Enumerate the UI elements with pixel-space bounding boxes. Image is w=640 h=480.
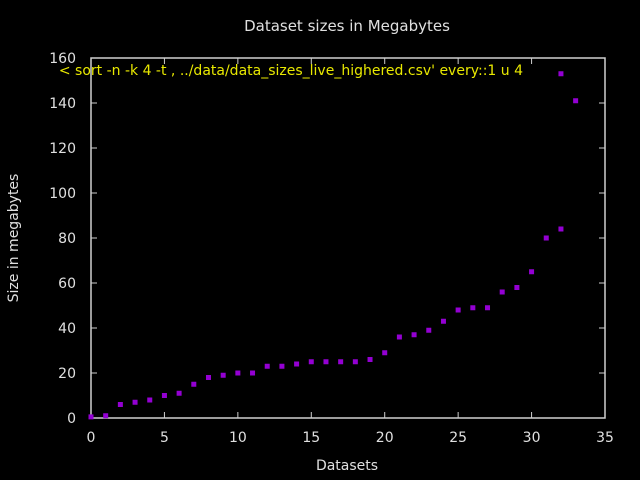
data-point [117, 402, 123, 407]
x-axis: 0 5 10 15 20 25 30 35 [87, 58, 614, 446]
x-tick-label: 10 [229, 430, 247, 446]
data-point [499, 289, 505, 295]
data-point [558, 226, 564, 232]
data-point [147, 397, 153, 403]
data-points [88, 71, 579, 420]
y-tick-label: 100 [49, 186, 76, 202]
chart-title: Dataset sizes in Megabytes [244, 17, 450, 35]
x-tick-label: 25 [449, 430, 467, 446]
data-point [220, 372, 226, 378]
data-point [440, 318, 446, 324]
y-tick-label: 60 [58, 276, 76, 292]
data-point [191, 381, 197, 387]
data-point [367, 357, 373, 362]
data-point [396, 334, 402, 340]
legend-label: < sort -n -k 4 -t , ../data/data_sizes_l… [59, 63, 523, 79]
data-point [411, 332, 417, 338]
y-axis: 0 20 40 60 80 100 120 140 160 [49, 51, 605, 427]
data-point [455, 307, 461, 313]
data-point [543, 235, 549, 241]
data-point [338, 359, 344, 365]
data-point [294, 361, 300, 367]
data-point [485, 305, 491, 311]
data-point [558, 71, 564, 77]
x-tick-label: 15 [302, 430, 320, 446]
data-point [323, 359, 329, 365]
data-point [352, 359, 358, 365]
data-point [264, 363, 270, 369]
data-point [426, 327, 432, 333]
y-axis-label: Size in megabytes [6, 174, 22, 303]
x-tick-label: 35 [596, 430, 614, 446]
data-point [176, 390, 182, 396]
data-point [88, 414, 94, 420]
data-point [308, 359, 314, 365]
data-point [573, 98, 579, 104]
y-tick-label: 140 [49, 96, 76, 112]
data-point [161, 393, 167, 398]
data-point [382, 350, 388, 356]
x-tick-label: 30 [523, 430, 541, 446]
data-point [235, 370, 241, 376]
y-tick-label: 80 [58, 231, 76, 247]
y-tick-label: 0 [67, 411, 76, 427]
data-point [132, 399, 138, 405]
data-point [514, 285, 520, 290]
y-tick-label: 120 [49, 141, 76, 157]
x-tick-label: 0 [87, 430, 96, 446]
data-point [529, 269, 535, 275]
x-axis-label: Datasets [316, 458, 378, 474]
y-tick-label: 40 [58, 321, 76, 337]
data-point [470, 305, 476, 311]
data-point [250, 370, 256, 376]
plot-frame [90, 57, 606, 419]
data-point [103, 413, 109, 419]
y-tick-label: 20 [58, 366, 76, 382]
x-tick-label: 5 [160, 430, 169, 446]
y-tick-label: 160 [49, 51, 76, 67]
x-tick-label: 20 [376, 430, 394, 446]
data-point [205, 375, 211, 380]
data-point [279, 363, 285, 369]
